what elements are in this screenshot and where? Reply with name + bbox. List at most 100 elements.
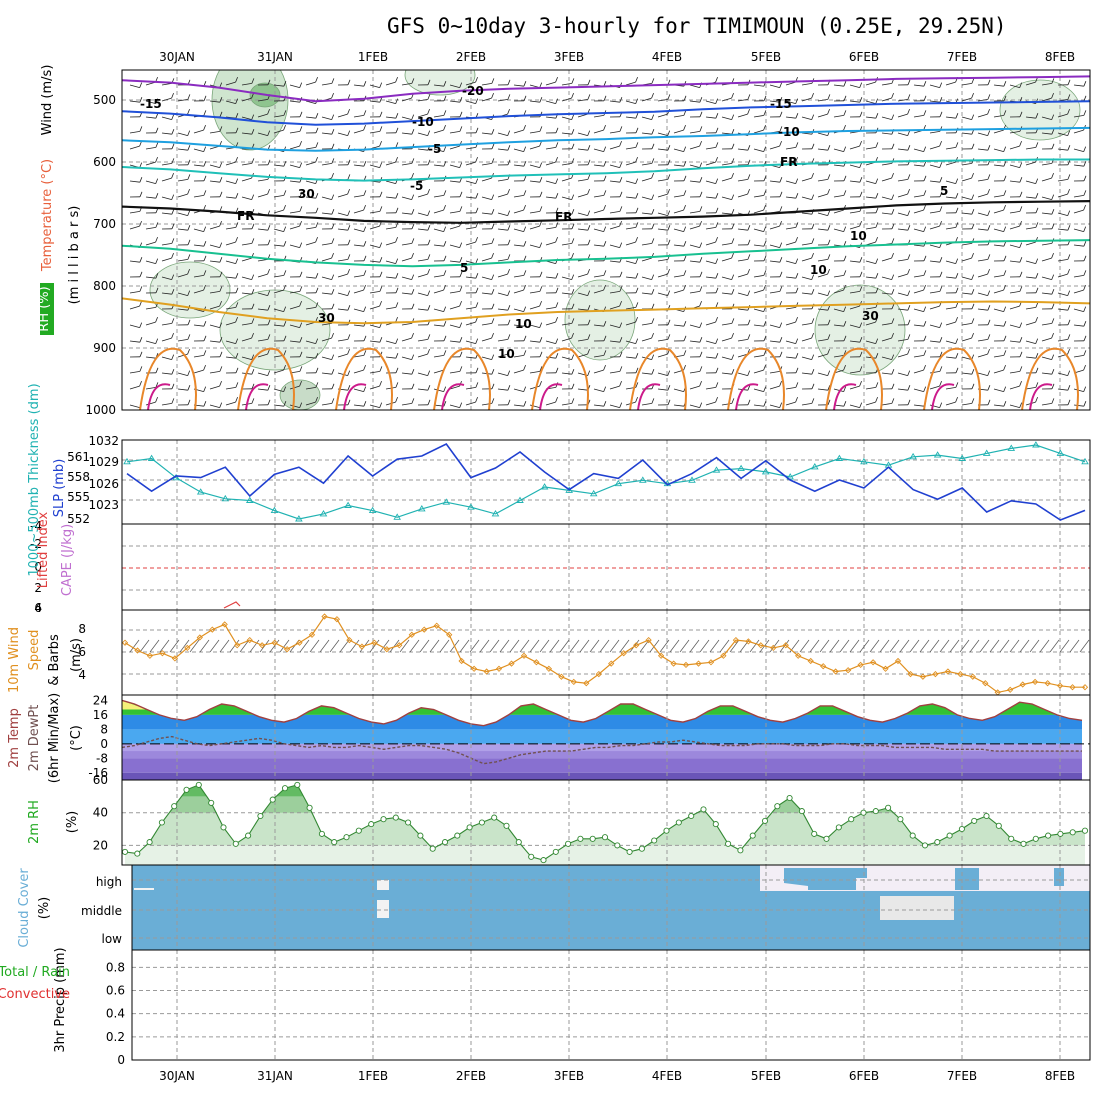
wind-barb [481, 356, 492, 360]
wind-barb-flag [235, 76, 238, 83]
wind-barb [705, 340, 716, 344]
wind-barb-flag [507, 385, 511, 391]
wind-barb [993, 129, 1004, 134]
wind-barb [1041, 323, 1052, 326]
wind-barb-flag [491, 318, 495, 324]
wind-barb-flag [491, 398, 495, 404]
wind-barb-flag [1019, 206, 1023, 212]
wind-barb-flag [1003, 204, 1006, 211]
rh2m-point [1045, 832, 1052, 839]
wind-axis-label: Wind (m/s) [40, 65, 55, 136]
slp-axis-label: SLP (mb) [52, 459, 67, 518]
surface-isotherm [335, 347, 393, 410]
wind-barb-flag [635, 382, 639, 388]
wind-barb-flag [747, 108, 750, 115]
wind-barb-flag [907, 290, 911, 296]
wind-barb-flag [155, 113, 159, 119]
wind-barb-flag [779, 380, 782, 387]
wind-barb [385, 340, 396, 344]
wind-barb [305, 180, 316, 184]
wind-barb-flag [715, 302, 719, 308]
contour-label: -10 [778, 125, 800, 139]
wind-barb [1041, 403, 1052, 406]
wind-barb-flag [523, 284, 526, 291]
wind-barb [353, 195, 364, 198]
wind-barb [1009, 291, 1020, 294]
wind-barb [321, 116, 332, 120]
wind-barb-flag [667, 188, 670, 195]
wind-barb [945, 321, 956, 326]
wind-barb-flag [827, 145, 831, 151]
wind-barb [673, 289, 684, 294]
wind-barb [385, 260, 396, 264]
wind-barb [257, 179, 268, 182]
wind-barb [1041, 356, 1052, 360]
wind-barb [385, 276, 396, 279]
wind-barb-flag [1035, 207, 1039, 213]
wind-barb-flag [187, 319, 191, 325]
date-label-top: 8FEB [1045, 50, 1075, 64]
wind-barb [913, 84, 924, 87]
wind-barb-flag [283, 241, 287, 247]
wind-barb-flag [891, 318, 895, 324]
isotherm--20 [122, 75, 1090, 103]
wind-barb-flag [1003, 255, 1007, 261]
temp-band-4 [122, 758, 1082, 773]
rh2m-point [528, 853, 535, 860]
wind-barb [161, 116, 172, 120]
wind-barb [161, 243, 172, 246]
wind-barb [385, 81, 396, 86]
wind10-point [333, 616, 341, 623]
wind-barb-flag [731, 318, 735, 324]
wind-barb [833, 195, 844, 198]
wind-barb-flag [635, 156, 638, 163]
wind-barb-flag [1035, 193, 1039, 199]
wind-barb-flag [891, 398, 895, 404]
wind-barb-flag [795, 236, 798, 243]
wind-barb-flag [363, 350, 367, 356]
wind-barb-flag [907, 79, 911, 85]
wind-barb-flag [571, 114, 575, 120]
wind10-point [221, 621, 228, 628]
wind-barb-flag [203, 95, 207, 101]
wind-barb [865, 276, 876, 279]
wind-barb [513, 164, 524, 167]
wind-barb-flag [443, 335, 447, 341]
wind-barb [513, 388, 524, 392]
wind-barb [849, 225, 860, 230]
wind-barb [849, 385, 860, 390]
wind10-point [795, 652, 802, 659]
wind10-barb [569, 639, 580, 653]
wind-barb [769, 324, 780, 328]
wind-barb-flag [315, 127, 319, 133]
wind-barb-flag [987, 348, 990, 355]
wind-barb-flag [699, 271, 703, 277]
wind-barb-flag [875, 142, 879, 148]
wind-barb [401, 163, 412, 166]
wind-barb-flag [395, 273, 399, 279]
wind-barb-flag [235, 178, 239, 184]
wind-barb [529, 180, 540, 183]
wind-barb-flag [555, 193, 559, 199]
rh2m-point [971, 817, 978, 824]
wind-barb-flag [731, 143, 735, 149]
wind10-point [645, 636, 652, 644]
contour-label: -15 [770, 97, 792, 111]
wind-barb-flag [603, 270, 607, 276]
wind-barb [257, 372, 268, 376]
wind-barb [433, 369, 444, 374]
wind-barb-flag [763, 204, 766, 211]
wind-barb [769, 340, 780, 343]
wind-barb-flag [299, 82, 303, 88]
wind-barb [849, 260, 860, 263]
temp-band-2 [122, 729, 1082, 744]
wind10-barb [579, 639, 590, 653]
wind-barb [737, 339, 748, 342]
wind-barb [593, 244, 604, 247]
wind-barb [577, 179, 588, 182]
cloud-gap-low [134, 888, 154, 890]
wind-barb-flag [587, 268, 590, 275]
wind-barb [977, 273, 988, 278]
wind-barb [545, 356, 556, 359]
wind-barb-flag [171, 274, 175, 280]
